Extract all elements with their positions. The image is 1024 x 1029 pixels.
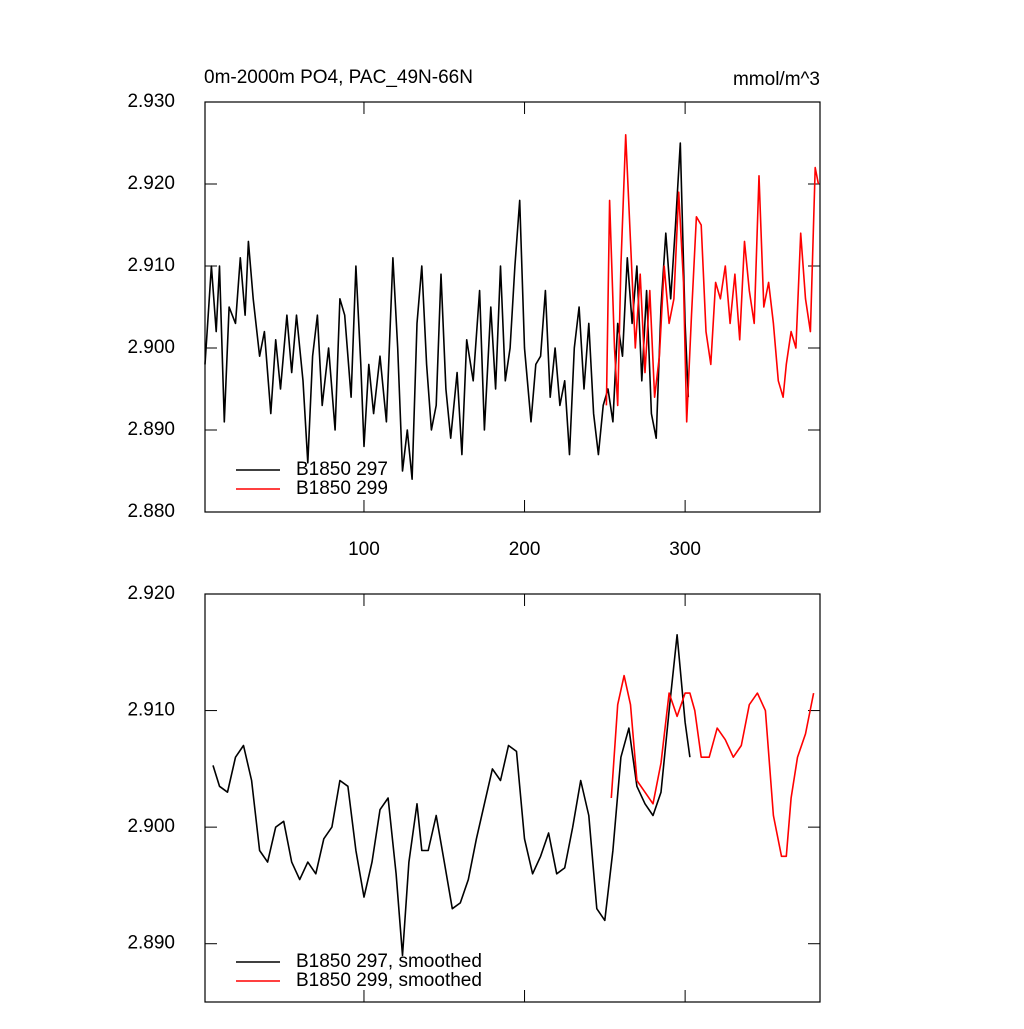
- legend-label: B1850 297, smoothed: [296, 951, 482, 972]
- y-tick-label: 2.920: [127, 173, 175, 194]
- series-line: [204, 142, 690, 480]
- plot-frame: [204, 101, 821, 513]
- y-tick-label: 2.920: [127, 583, 175, 604]
- legend-label: B1850 297: [296, 459, 388, 480]
- y-tick-label: 2.900: [127, 816, 175, 837]
- series-line: [212, 634, 691, 957]
- units-label: mmol/m^3: [733, 69, 820, 90]
- x-tick-label: 300: [669, 539, 701, 560]
- series-line: [610, 674, 815, 858]
- series-line: [605, 134, 820, 423]
- legend-label: B1850 299, smoothed: [296, 970, 482, 991]
- y-tick-label: 2.890: [127, 933, 175, 954]
- legend-label: B1850 299: [296, 478, 388, 499]
- y-tick-label: 2.900: [127, 337, 175, 358]
- chart-title: 0m-2000m PO4, PAC_49N-66N: [204, 67, 473, 88]
- x-tick-label: 100: [348, 539, 380, 560]
- y-tick-label: 2.910: [127, 700, 175, 721]
- y-tick-label: 2.880: [127, 501, 175, 522]
- y-tick-label: 2.890: [127, 419, 175, 440]
- y-tick-label: 2.930: [127, 91, 175, 112]
- x-tick-label: 200: [509, 539, 541, 560]
- y-tick-label: 2.910: [127, 255, 175, 276]
- plot-frame: [204, 593, 821, 1003]
